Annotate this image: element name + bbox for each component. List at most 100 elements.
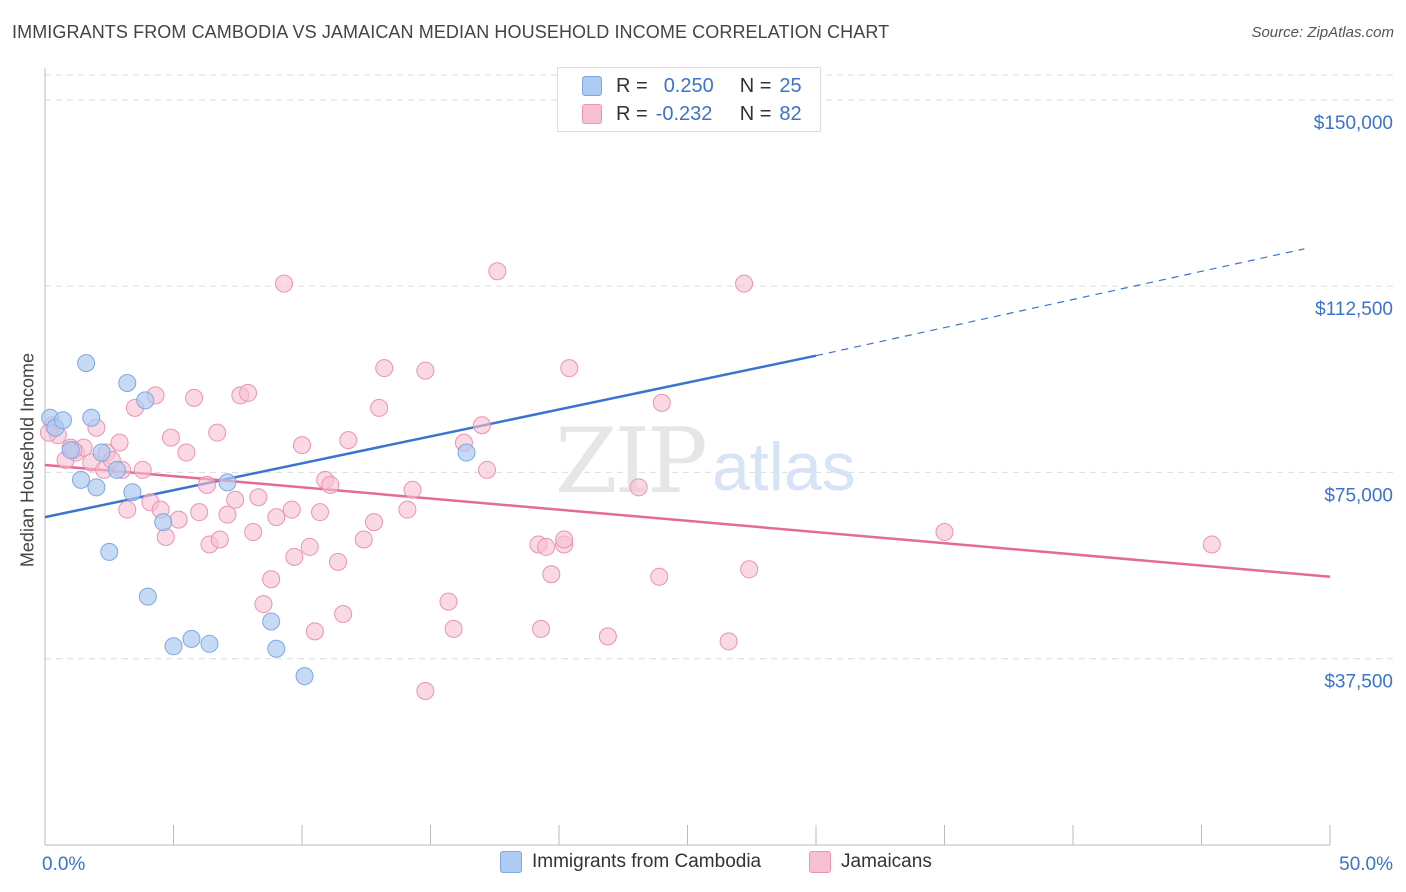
data-point-jamaicans — [416, 682, 435, 700]
data-point-jamaicans — [305, 622, 324, 641]
data-point-jamaicans — [354, 530, 373, 549]
data-point-jamaicans — [208, 423, 227, 442]
data-point-jamaicans — [334, 605, 353, 623]
data-point-jamaicans — [629, 478, 648, 497]
data-point-cambodia — [87, 478, 106, 497]
data-point-jamaicans — [542, 565, 561, 584]
data-point-jamaicans — [275, 274, 294, 293]
data-point-jamaicans — [652, 393, 671, 412]
data-point-jamaicans — [110, 433, 129, 452]
data-point-jamaicans — [1202, 535, 1221, 554]
legend-r-value: -0.232 — [655, 102, 713, 125]
data-point-jamaicans — [560, 359, 579, 378]
data-point-jamaicans — [488, 262, 507, 281]
data-point-cambodia — [77, 354, 96, 373]
data-point-cambodia — [100, 542, 119, 561]
data-point-jamaicans — [161, 428, 180, 447]
data-point-jamaicans — [285, 547, 304, 566]
data-points — [39, 90, 1221, 700]
trend-line-cambodia-extension — [815, 248, 1305, 357]
data-point-jamaicans — [249, 488, 268, 507]
data-point-jamaicans — [375, 359, 394, 378]
data-point-jamaicans — [262, 570, 281, 589]
legend-row-blue: R = 0.250 N = 25 — [582, 74, 802, 98]
trend-lines — [44, 248, 1331, 578]
data-point-jamaicans — [398, 500, 417, 519]
legend-r-label: R = — [616, 102, 648, 125]
data-point-jamaicans — [239, 383, 258, 402]
data-point-cambodia — [71, 470, 90, 489]
data-point-jamaicans — [244, 523, 263, 542]
bottom-legend-cambodia[interactable]: Immigrants from Cambodia — [500, 851, 761, 873]
data-point-cambodia — [123, 483, 142, 502]
data-point-jamaicans — [555, 530, 574, 549]
watermark-zip: ZIP — [555, 409, 705, 514]
data-point-jamaicans — [598, 627, 617, 646]
axes — [44, 68, 1331, 846]
y-axis-label: Median Household Income — [17, 352, 38, 568]
data-point-jamaicans — [300, 537, 319, 556]
data-point-jamaicans — [439, 592, 458, 611]
legend-n-label: N = — [739, 74, 772, 97]
data-point-cambodia — [92, 443, 111, 462]
chart-title: IMMIGRANTS FROM CAMBODIA VS JAMAICAN MED… — [12, 22, 890, 42]
watermark: ZIP atlas — [555, 409, 856, 514]
data-point-jamaicans — [185, 388, 204, 407]
data-point-jamaicans — [254, 595, 273, 614]
data-point-cambodia — [61, 441, 80, 460]
data-point-cambodia — [295, 667, 314, 686]
legend-n-value: 82 — [779, 102, 802, 125]
data-point-jamaicans — [267, 508, 286, 527]
data-point-jamaicans — [118, 500, 137, 519]
data-point-cambodia — [267, 639, 286, 658]
data-point-cambodia — [262, 612, 281, 631]
bottom-legend-label-pink: Jamaicans — [841, 851, 932, 872]
y-tick-label: $112,500 — [1315, 299, 1393, 320]
bottom-legend-swatch-pink — [809, 851, 831, 873]
data-point-cambodia — [136, 391, 155, 410]
legend-n-label: N = — [739, 102, 772, 125]
data-point-jamaicans — [210, 530, 229, 549]
data-point-jamaicans — [444, 619, 463, 638]
data-point-jamaicans — [197, 475, 216, 494]
correlation-legend: R = 0.250 N = 25 R = -0.232 N = 82 — [557, 67, 821, 132]
y-tick-label: $150,000 — [1314, 113, 1393, 134]
data-point-jamaicans — [532, 619, 551, 638]
data-point-cambodia — [138, 587, 157, 606]
data-point-jamaicans — [133, 460, 152, 479]
data-point-jamaicans — [478, 460, 497, 479]
bottom-legend-label-blue: Immigrants from Cambodia — [532, 851, 762, 872]
data-point-jamaicans — [403, 480, 422, 499]
trend-line-cambodia — [44, 354, 817, 519]
data-point-cambodia — [218, 473, 237, 492]
data-point-jamaicans — [719, 632, 738, 651]
data-point-jamaicans — [177, 443, 196, 462]
data-point-cambodia — [164, 637, 183, 656]
data-point-jamaicans — [293, 436, 311, 455]
data-point-jamaicans — [226, 490, 245, 509]
data-point-jamaicans — [416, 361, 435, 380]
data-point-jamaicans — [339, 431, 358, 450]
data-point-jamaicans — [537, 537, 556, 556]
data-point-cambodia — [82, 408, 101, 427]
data-point-jamaicans — [364, 513, 383, 532]
data-point-jamaicans — [190, 503, 209, 522]
trend-line-jamaicans — [44, 463, 1331, 578]
y-tick-label: $75,000 — [1324, 485, 1393, 506]
source-label: Source: ZipAtlas.com — [1251, 24, 1394, 41]
bottom-legend-swatch-blue — [500, 851, 522, 873]
data-point-cambodia — [118, 374, 137, 392]
data-point-jamaicans — [169, 510, 188, 529]
data-point-jamaicans — [310, 503, 329, 522]
data-point-cambodia — [53, 411, 72, 430]
data-point-jamaicans — [472, 416, 491, 435]
legend-r-label: R = — [616, 74, 648, 97]
data-point-cambodia — [182, 629, 201, 648]
data-point-jamaicans — [282, 500, 301, 519]
data-point-jamaicans — [370, 398, 389, 417]
bottom-legend-jamaicans[interactable]: Jamaicans — [809, 851, 932, 873]
y-tick-label: $37,500 — [1324, 672, 1393, 693]
x-tick-label: 50.0% — [1339, 854, 1393, 875]
legend-r-value: 0.250 — [663, 74, 714, 97]
